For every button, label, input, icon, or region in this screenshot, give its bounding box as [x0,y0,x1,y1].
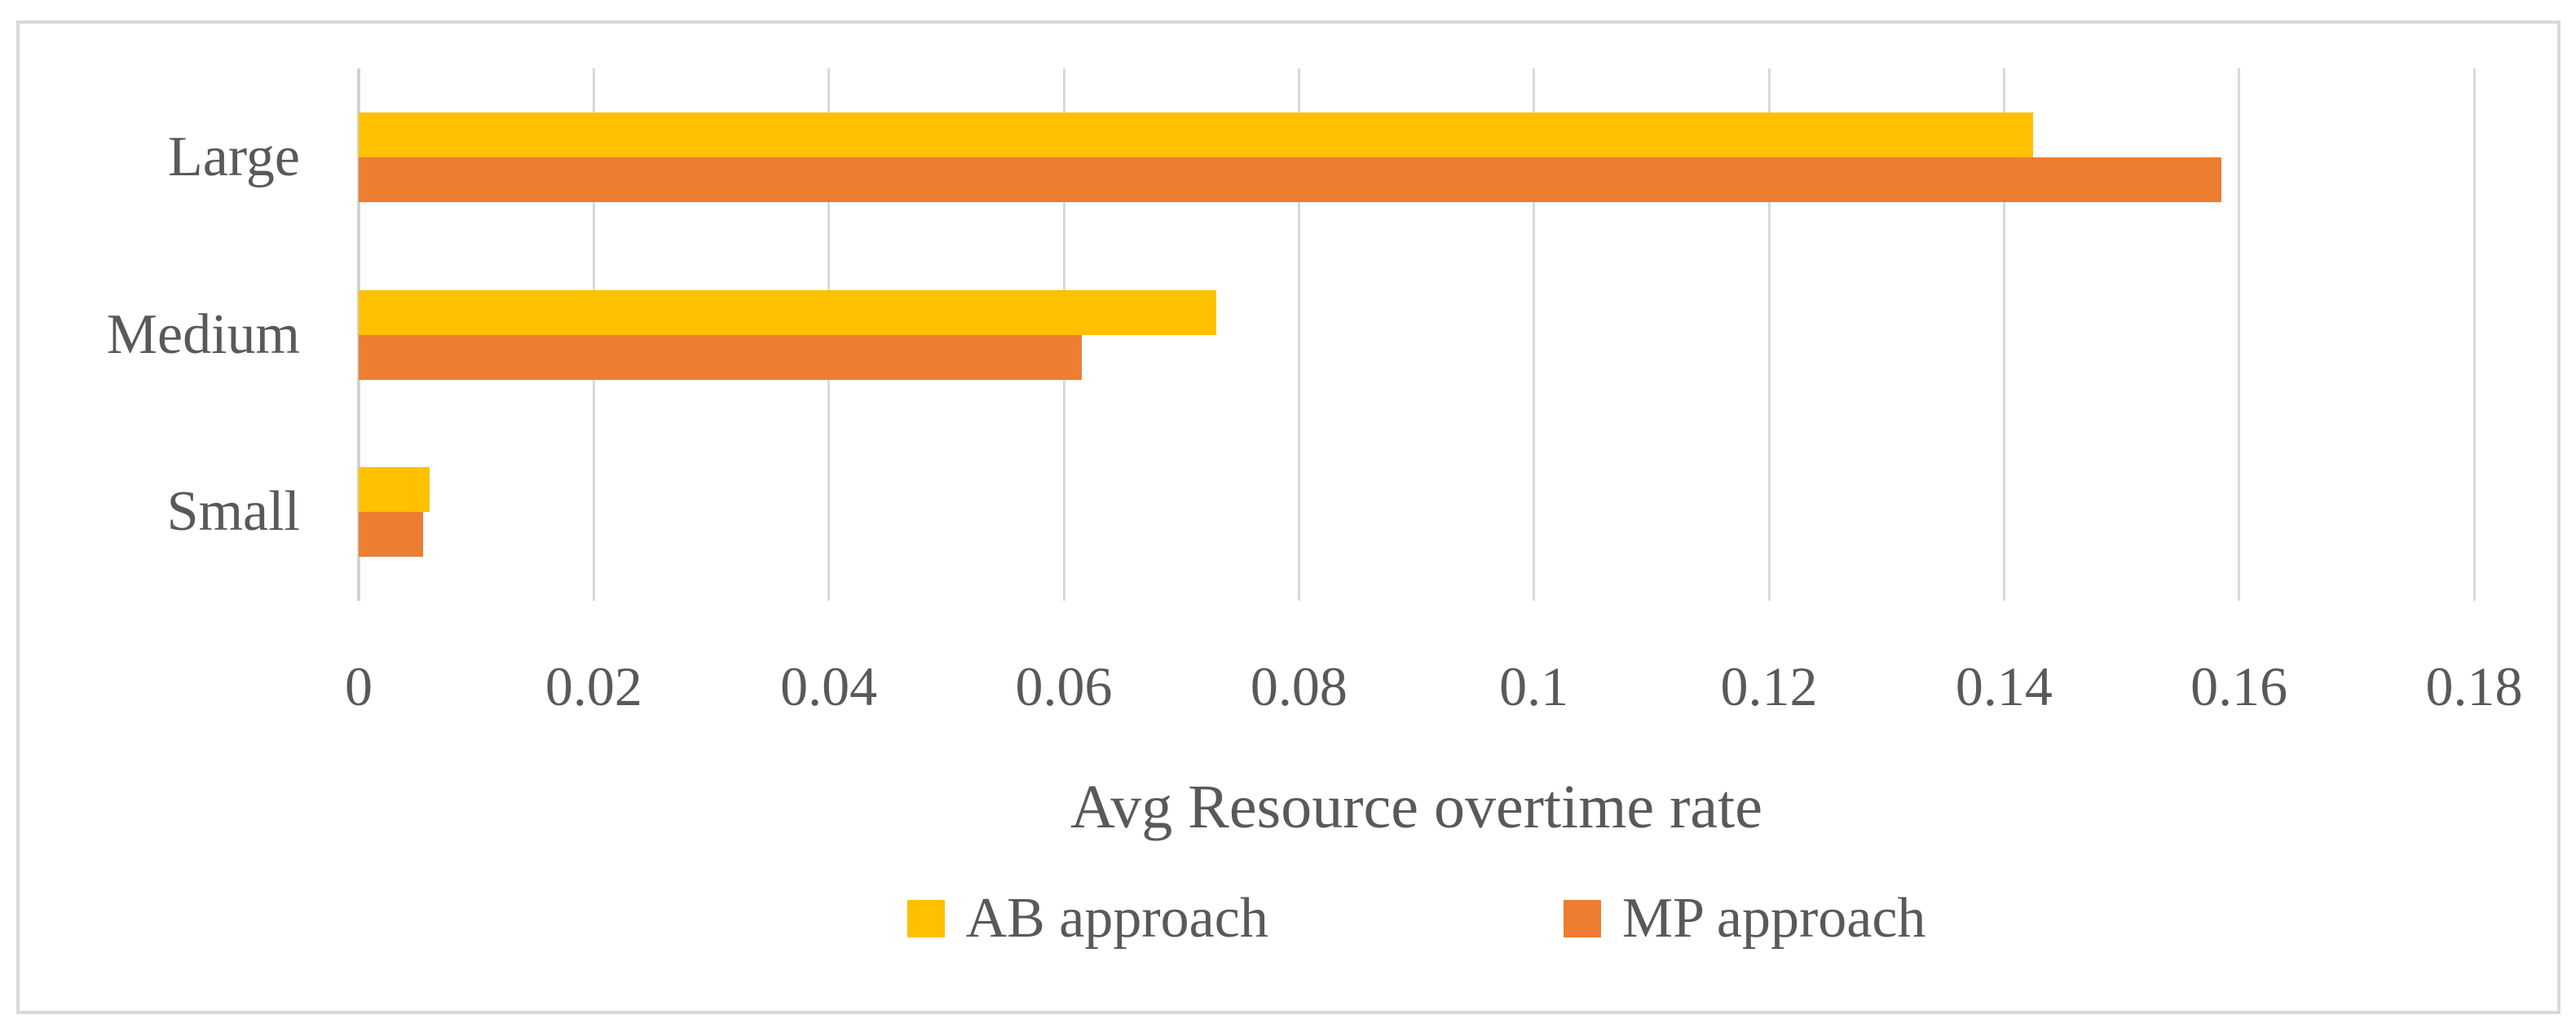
bar-mp-approach-large [359,157,2222,202]
legend: AB approach MP approach [359,887,2474,950]
gridline [2238,68,2241,601]
x-axis-title: Avg Resource overtime rate [1070,773,1763,841]
legend-label: AB approach [965,887,1268,950]
x-tick-label: 0.18 [2425,655,2523,717]
x-tick-label: 0.02 [545,655,642,717]
bar-mp-approach-medium [359,334,1082,380]
bar-ab-approach-medium [359,289,1217,335]
x-tick-label: 0.06 [1015,655,1113,717]
x-tick-label: 0.04 [780,655,878,717]
x-tick-label: 0 [345,655,373,717]
bar-ab-approach-large [359,112,2034,157]
legend-swatch-ab-approach [906,900,945,937]
gridline [1297,68,1300,601]
legend-item-mp-approach: MP approach [1563,887,1926,950]
x-tick-label: 0.08 [1250,655,1348,717]
x-tick-label: 0.16 [2190,655,2288,717]
legend-item-ab-approach: AB approach [906,887,1268,950]
gridline [2002,68,2005,601]
gridline [1767,68,1771,601]
legend-label: MP approach [1621,887,1926,950]
bar-mp-approach-small [359,512,424,558]
category-label-large: Large [168,125,300,188]
legend-swatch-mp-approach [1563,900,1601,937]
category-label-medium: Medium [106,302,300,366]
x-tick-label: 0.12 [1720,655,1818,717]
category-label-small: Small [166,480,300,544]
x-tick-label: 0.1 [1499,655,1569,717]
x-tick-label: 0.14 [1955,655,2053,717]
gridline [2472,68,2476,601]
gridline [1533,68,1536,601]
bar-ab-approach-small [359,467,430,513]
